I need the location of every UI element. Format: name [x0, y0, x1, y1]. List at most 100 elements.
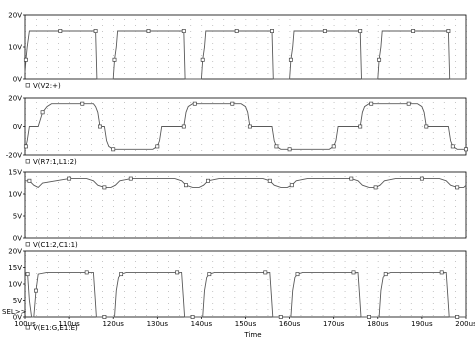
- grid-dot: [47, 108, 48, 109]
- grid-dot: [58, 297, 59, 298]
- grid-dot: [113, 55, 114, 56]
- grid-dot: [179, 236, 180, 237]
- grid-dot: [58, 108, 59, 109]
- grid-dot: [245, 303, 247, 304]
- grid-dot: [168, 102, 169, 103]
- grid-dot: [333, 37, 335, 38]
- grid-dot: [256, 43, 258, 44]
- grid-dot: [58, 43, 59, 44]
- grid-dot: [333, 126, 335, 127]
- grid-dot: [102, 261, 103, 262]
- grid-dot: [80, 267, 81, 268]
- grid-dot: [267, 67, 269, 68]
- grid-dot: [69, 102, 70, 103]
- grid-dot: [245, 255, 247, 256]
- grid-dot: [421, 138, 423, 139]
- grid-dot: [102, 37, 103, 38]
- grid-dot: [410, 176, 412, 177]
- grid-dot: [344, 144, 346, 145]
- grid-dot: [455, 108, 456, 109]
- grid-dot: [267, 255, 269, 256]
- grid-dot: [91, 188, 92, 189]
- grid-dot: [300, 73, 302, 74]
- grid-dot: [36, 236, 37, 237]
- grid-dot: [410, 218, 412, 219]
- grid-dot: [234, 150, 236, 151]
- grid-dot: [256, 102, 258, 103]
- grid-dot: [421, 273, 423, 274]
- grid-dot: [146, 102, 147, 103]
- grid-dot: [135, 176, 136, 177]
- grid-dot: [47, 102, 48, 103]
- grid-dot: [223, 224, 225, 225]
- grid-dot: [124, 200, 125, 201]
- grid-dot: [36, 144, 37, 145]
- grid-dot: [245, 150, 247, 151]
- grid-dot: [278, 273, 280, 274]
- grid-dot: [278, 67, 280, 68]
- grid-dot: [168, 194, 169, 195]
- grid-dot: [58, 188, 59, 189]
- grid-dot: [113, 255, 114, 256]
- grid-dot: [289, 285, 291, 286]
- grid-dot: [245, 37, 247, 38]
- grid-dot: [58, 267, 59, 268]
- grid-dot: [399, 255, 401, 256]
- grid-dot: [410, 224, 412, 225]
- grid-dot: [388, 25, 390, 26]
- grid-dot: [333, 273, 335, 274]
- grid-dot: [190, 132, 192, 133]
- grid-dot: [91, 182, 92, 183]
- grid-dot: [410, 291, 412, 292]
- grid-dot: [256, 230, 258, 231]
- grid-dot: [58, 224, 59, 225]
- data-point: [295, 272, 300, 277]
- grid-dot: [124, 291, 125, 292]
- data-point: [439, 270, 444, 275]
- grid-dot: [355, 49, 357, 50]
- grid-dot: [344, 67, 346, 68]
- grid-dot: [168, 55, 169, 56]
- grid-dot: [267, 315, 269, 316]
- grid-dot: [245, 144, 247, 145]
- grid-dot: [366, 19, 368, 20]
- grid-dot: [80, 218, 81, 219]
- grid-dot: [399, 114, 401, 115]
- grid-dot: [135, 285, 136, 286]
- grid-dot: [377, 261, 379, 262]
- grid-dot: [333, 200, 335, 201]
- grid-dot: [168, 267, 169, 268]
- grid-dot: [80, 138, 81, 139]
- grid-dot: [102, 67, 103, 68]
- grid-dot: [410, 206, 412, 207]
- grid-dot: [377, 150, 379, 151]
- grid-dot: [322, 212, 324, 213]
- grid-dot: [278, 255, 280, 256]
- data-point: [349, 176, 354, 181]
- grid-dot: [102, 49, 103, 50]
- grid-dot: [234, 194, 236, 195]
- grid-dot: [289, 19, 291, 20]
- grid-dot: [377, 273, 379, 274]
- grid-dot: [300, 206, 302, 207]
- grid-dot: [223, 126, 225, 127]
- grid-dot: [267, 49, 269, 50]
- grid-dot: [344, 279, 346, 280]
- data-point: [234, 29, 239, 33]
- grid-dot: [157, 19, 158, 20]
- grid-dot: [157, 267, 158, 268]
- grid-dot: [146, 188, 147, 189]
- grid-dot: [377, 138, 379, 139]
- grid-dot: [366, 150, 368, 151]
- grid-dot: [168, 273, 169, 274]
- trace-marker-icon: [25, 325, 30, 330]
- grid-dot: [366, 267, 368, 268]
- grid-dot: [179, 273, 180, 274]
- grid-dot: [399, 285, 401, 286]
- data-point: [93, 29, 98, 33]
- grid-dot: [91, 218, 92, 219]
- grid-dot: [245, 230, 247, 231]
- grid-dot: [443, 43, 445, 44]
- grid-dot: [267, 285, 269, 286]
- data-point: [102, 315, 107, 319]
